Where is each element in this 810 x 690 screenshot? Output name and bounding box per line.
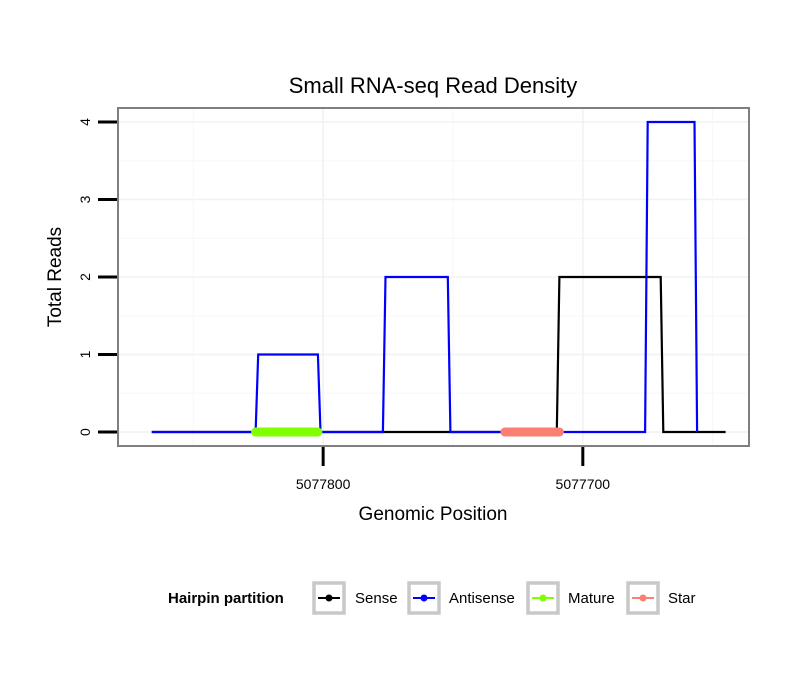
y-tick-label: 2 xyxy=(77,273,93,281)
series-lines xyxy=(151,120,726,437)
x-axis: 5077800 5077700 xyxy=(296,447,610,492)
plot-border xyxy=(117,107,750,447)
series-line-sense xyxy=(151,275,726,434)
legend: Hairpin partition Sense Antisense Mature St… xyxy=(168,581,696,615)
y-tick-label: 0 xyxy=(77,428,93,436)
plot-area xyxy=(117,107,750,447)
x-tick-label: 5077800 xyxy=(296,476,351,492)
legend-key-point xyxy=(325,594,333,602)
legend-key-point xyxy=(539,594,547,602)
chart-title: Small RNA-seq Read Density xyxy=(289,73,578,98)
legend-label-antisense: Antisense xyxy=(449,590,515,607)
legend-key-point xyxy=(639,594,647,602)
y-axis-title: Total Reads xyxy=(45,227,66,327)
series-line-antisense xyxy=(151,120,699,434)
legend-label-sense: Sense xyxy=(355,590,398,607)
legend-key xyxy=(526,581,560,615)
x-axis-title: Genomic Position xyxy=(359,504,508,525)
y-axis: 0 1 2 3 4 xyxy=(77,118,117,436)
y-tick-label: 3 xyxy=(77,195,93,203)
y-tick-label: 4 xyxy=(77,118,93,126)
legend-title: Hairpin partition xyxy=(168,590,284,607)
legend-label-star: Star xyxy=(668,590,696,607)
y-tick-label: 1 xyxy=(77,350,93,358)
legend-label-mature: Mature xyxy=(568,590,615,607)
x-tick-label: 5077700 xyxy=(556,476,611,492)
legend-key-point xyxy=(420,594,428,602)
